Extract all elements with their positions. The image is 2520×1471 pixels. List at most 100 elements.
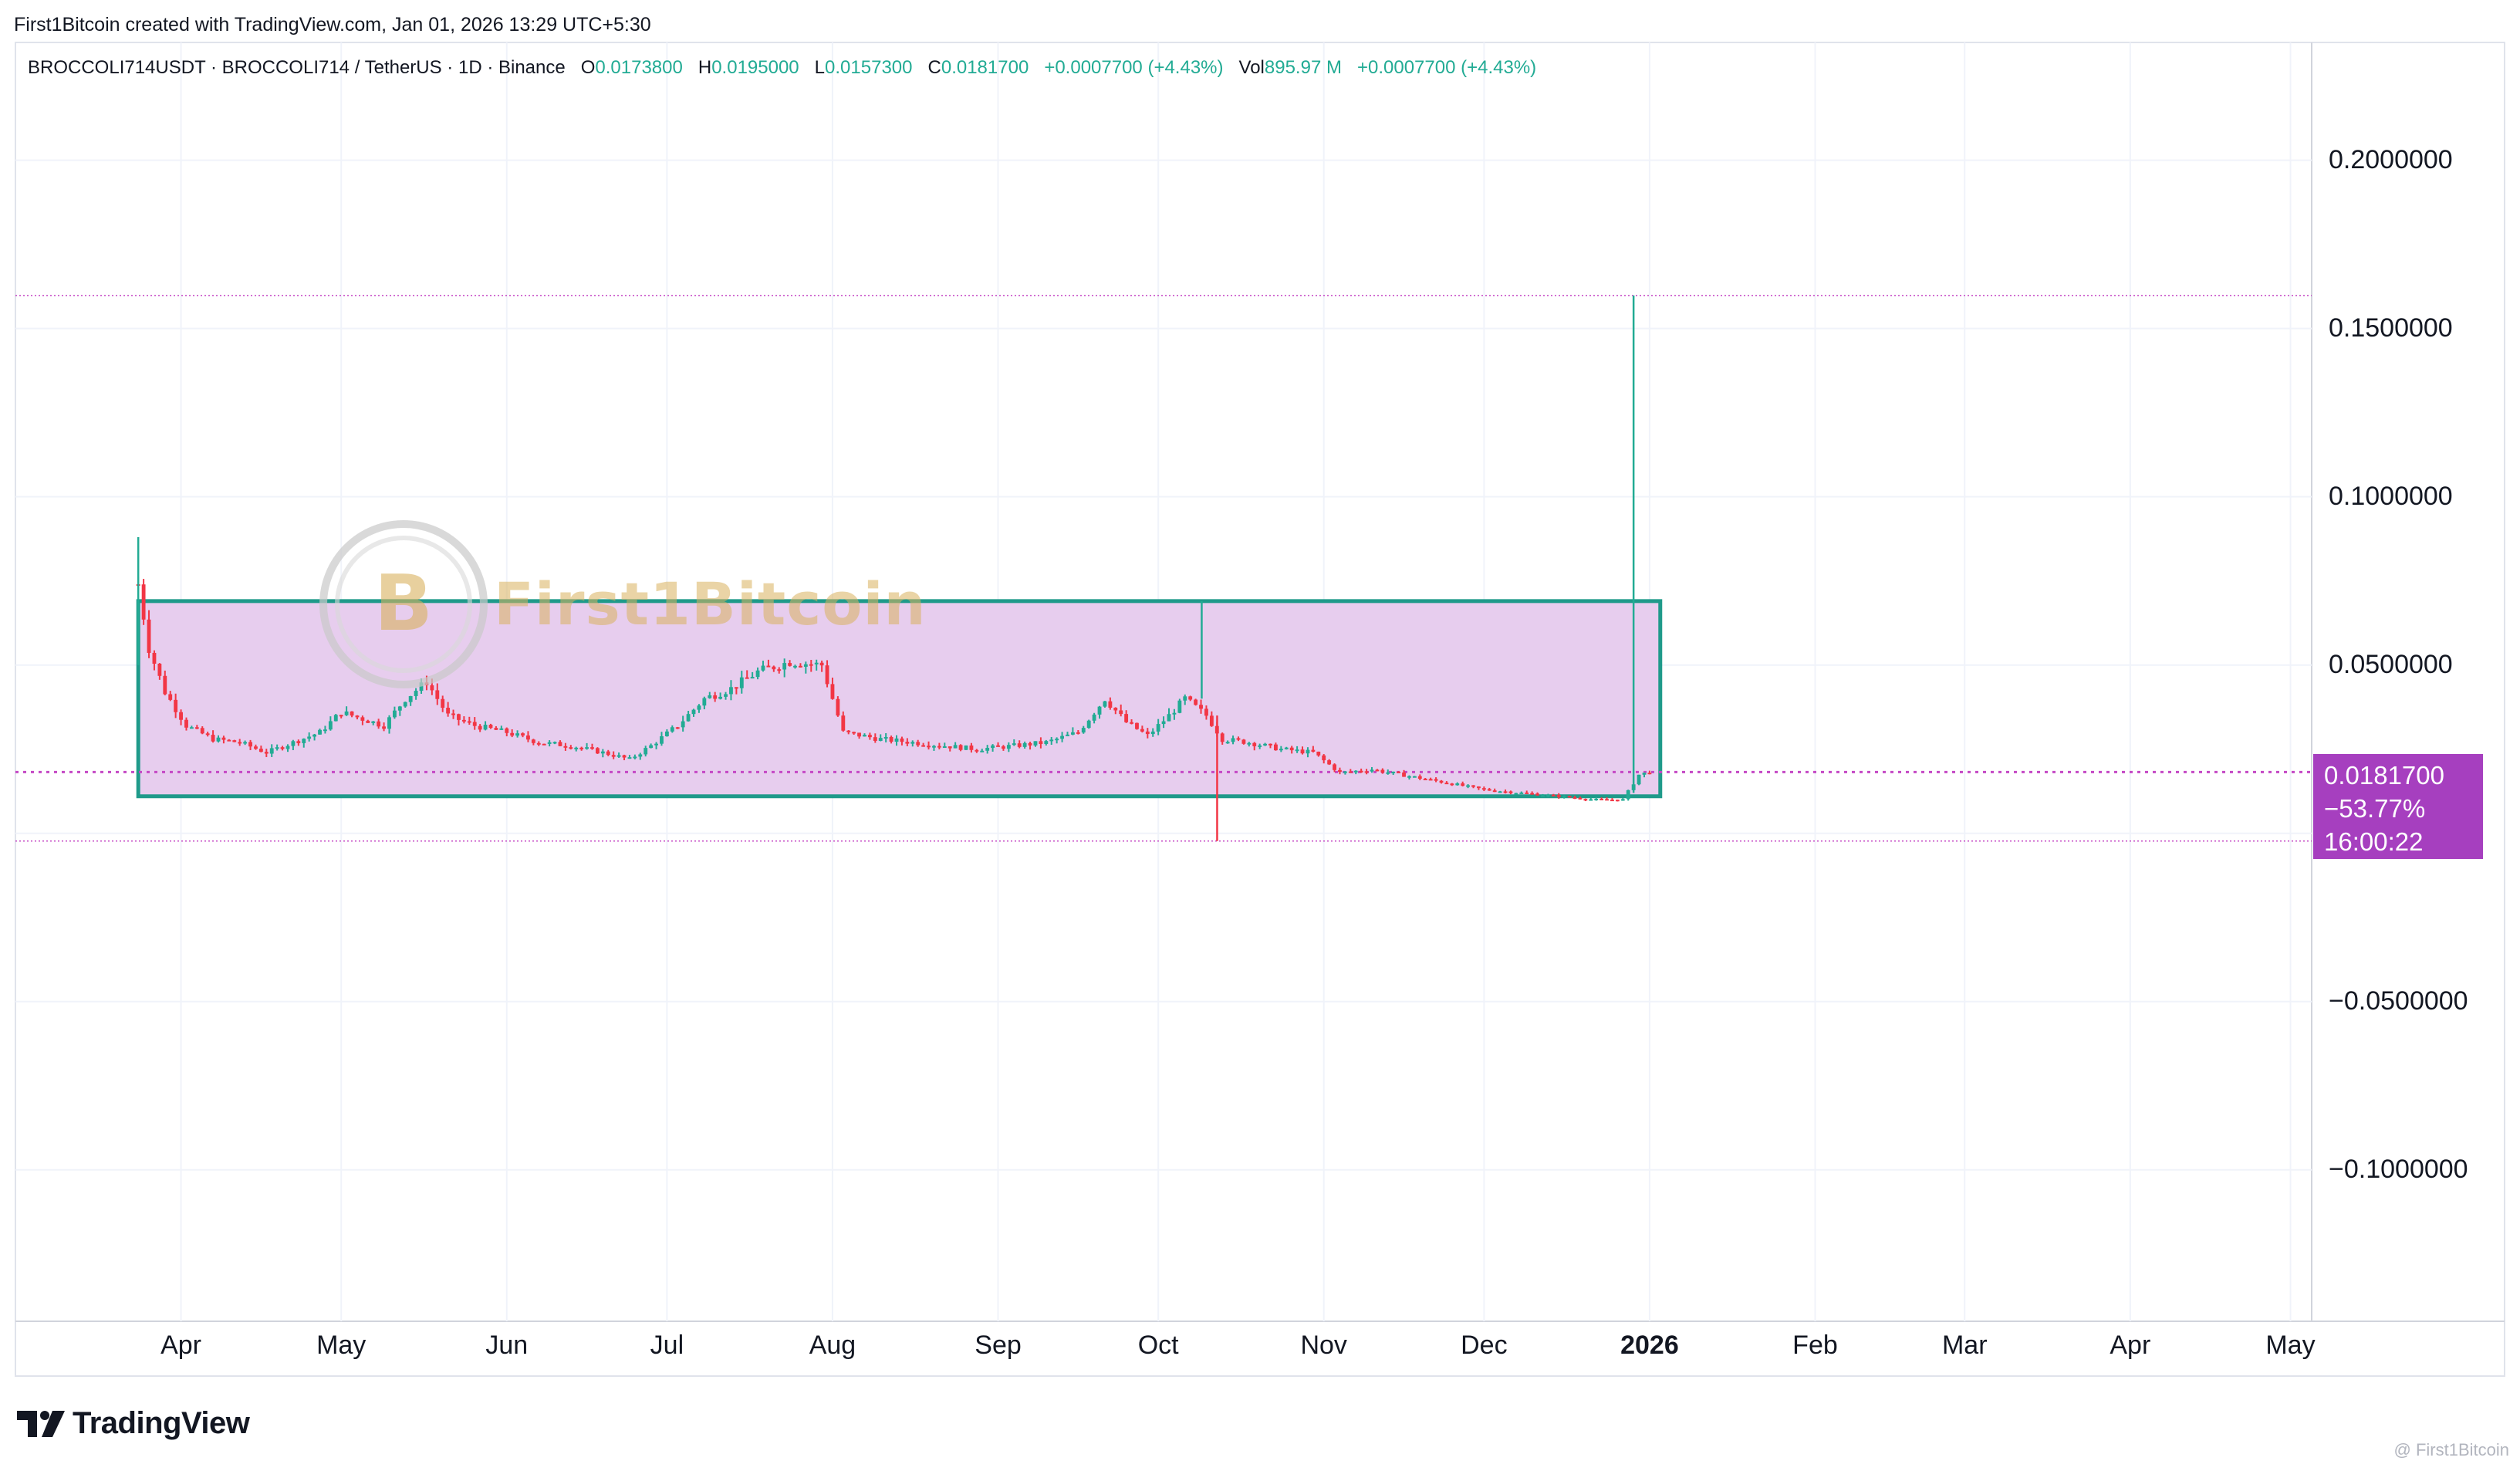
candle-body	[686, 714, 691, 722]
candle-body	[435, 690, 440, 699]
candle-body	[1397, 771, 1401, 773]
legend-symbol[interactable]: BROCCOLI714USDT · BROCCOLI714 / TetherUS…	[28, 57, 566, 78]
candle-body	[633, 756, 637, 759]
candle-body	[1258, 745, 1262, 747]
candle-body	[542, 743, 546, 746]
candle-body	[969, 745, 974, 750]
candle-body	[1466, 785, 1471, 787]
candle-body	[1461, 783, 1465, 786]
candle-body	[766, 665, 771, 668]
candle-body	[194, 727, 199, 729]
tradingview-logo-icon	[17, 1410, 65, 1437]
candle-body	[371, 721, 376, 723]
candle-body	[867, 735, 872, 738]
time-tick-label: May	[316, 1331, 367, 1360]
candle-body	[1605, 799, 1609, 801]
candle-body	[1183, 696, 1187, 701]
candle-body	[1311, 749, 1316, 752]
candle-body	[590, 747, 594, 749]
candle-body	[1541, 795, 1545, 797]
candle-body	[569, 747, 573, 749]
candle-body	[1188, 696, 1193, 700]
candle-body	[595, 748, 600, 754]
candle-body	[814, 662, 819, 664]
candle-body	[681, 721, 685, 728]
candle-body	[755, 670, 760, 678]
candle-body	[1086, 720, 1091, 729]
legend-high: 0.0195000	[711, 57, 799, 78]
legend-close-label: C	[927, 57, 941, 78]
candle-body	[1300, 749, 1305, 754]
candle-body	[1220, 733, 1225, 742]
candle-body	[948, 746, 952, 749]
candle-body	[905, 742, 910, 744]
candle-body	[1177, 700, 1182, 713]
candle-body	[494, 728, 498, 730]
candle-body	[307, 736, 312, 739]
candle-body	[248, 742, 252, 747]
candle-body	[1647, 773, 1652, 775]
candle-body	[1076, 732, 1080, 734]
candle-body	[916, 742, 921, 746]
candle-body	[1508, 791, 1513, 793]
candle-body	[350, 711, 354, 716]
candle-body	[205, 733, 210, 736]
candle-body	[819, 662, 824, 666]
candle-body	[328, 721, 333, 730]
candle-body	[531, 739, 535, 743]
legend-open-label: O	[580, 57, 596, 78]
candle-body	[846, 730, 851, 732]
candle-body	[333, 715, 338, 722]
candle-body	[1450, 783, 1454, 786]
candle-body	[521, 733, 525, 736]
candle-body	[932, 746, 936, 748]
candle-body	[638, 754, 643, 757]
candle-body	[291, 741, 296, 746]
candle-body	[312, 734, 317, 737]
tradingview-logo[interactable]: TradingView	[17, 1406, 250, 1441]
candle-body	[221, 737, 226, 740]
candle-body	[745, 677, 749, 679]
candle-body	[1417, 776, 1422, 779]
candle-body	[1428, 779, 1433, 781]
candle-body	[254, 746, 258, 749]
candle-body	[179, 712, 183, 720]
candle-body	[574, 747, 579, 749]
candle-body	[243, 742, 248, 744]
candle-body	[200, 728, 204, 734]
candle-body	[457, 714, 461, 720]
candle-body	[803, 664, 808, 667]
candle-body	[1348, 771, 1353, 773]
candle-body	[1135, 722, 1139, 729]
candle-body	[1545, 794, 1550, 796]
candle-body	[1615, 800, 1620, 802]
candle-body	[483, 725, 488, 730]
candle-body	[660, 736, 664, 744]
candle-body	[627, 757, 632, 759]
candle-body	[1002, 746, 1005, 749]
candle-body	[1092, 714, 1096, 721]
candle-body	[1402, 772, 1406, 777]
legend-high-label: H	[698, 57, 712, 78]
price-tick-label: −0.0500000	[2329, 986, 2468, 1016]
time-tick-label: Apr	[160, 1331, 202, 1360]
legend-change: +0.0007700 (+4.43%)	[1044, 57, 1224, 78]
candle-body	[318, 729, 322, 735]
candle-body	[547, 742, 552, 744]
candle-body	[708, 695, 712, 698]
watermark-text: First1Bitcoin	[494, 570, 927, 638]
candle-body	[1167, 714, 1171, 722]
candle-body	[1060, 736, 1064, 739]
candle-body	[1279, 749, 1283, 751]
candle-body	[1247, 742, 1252, 745]
candle-body	[296, 741, 301, 743]
candle-body	[1289, 747, 1294, 751]
candle-body	[403, 702, 407, 707]
range-box[interactable]	[136, 599, 1663, 799]
candle-body	[1562, 796, 1566, 798]
candle-body	[1359, 770, 1363, 773]
candle-body	[761, 665, 765, 671]
candle-body	[1103, 701, 1107, 707]
candle-body	[729, 687, 733, 695]
